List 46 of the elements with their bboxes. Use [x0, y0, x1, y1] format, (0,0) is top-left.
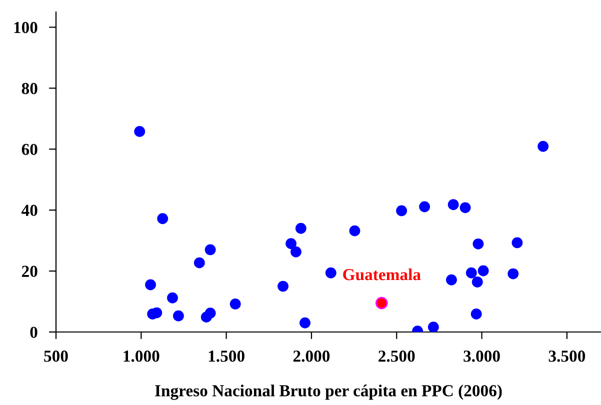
- series-label: Guatemala: [343, 268, 421, 280]
- point: [472, 276, 483, 288]
- point: [278, 280, 288, 292]
- point: [194, 257, 205, 268]
- point: [204, 308, 216, 319]
- point: [349, 225, 360, 236]
- point: [472, 238, 484, 250]
- point: [167, 292, 178, 304]
- y-tick-label: 80: [22, 82, 38, 94]
- point: [396, 205, 408, 216]
- point: [508, 268, 519, 280]
- point: [448, 199, 459, 210]
- x-tick-label: 2.500: [378, 350, 415, 362]
- y-tick-label: 40: [22, 204, 38, 216]
- point: [157, 213, 168, 224]
- x-tick-label: 500: [44, 350, 68, 362]
- x-tick-label: 1.500: [208, 350, 244, 362]
- point: [460, 202, 471, 214]
- y-tick-label: 60: [22, 144, 38, 156]
- point: [446, 274, 457, 286]
- point: [375, 296, 388, 310]
- x-tick-label: 1.000: [124, 350, 160, 362]
- point: [470, 308, 482, 320]
- point: [300, 317, 310, 328]
- point: [172, 310, 184, 322]
- point: [538, 140, 549, 152]
- x-axis-title: Ingreso Nacional Bruto per cápita en PPC (2006): [155, 384, 502, 400]
- point: [145, 279, 156, 290]
- point: [325, 267, 336, 278]
- point: [512, 237, 523, 248]
- point: [134, 126, 146, 137]
- point: [230, 298, 241, 310]
- point: [286, 238, 296, 250]
- x-tick-label: 3.000: [464, 350, 500, 362]
- point: [295, 222, 306, 234]
- x-tick-label: 3.500: [548, 350, 586, 362]
- y-tick-label: 100: [14, 22, 38, 34]
- point: [419, 201, 430, 212]
- point: [290, 246, 302, 258]
- point: [478, 265, 489, 276]
- point: [466, 267, 477, 278]
- point: [428, 322, 439, 332]
- point: [204, 244, 216, 256]
- y-tick-label: 0: [30, 326, 38, 338]
- y-tick-label: 20: [22, 266, 38, 277]
- x-tick-label: 2.000: [293, 350, 330, 362]
